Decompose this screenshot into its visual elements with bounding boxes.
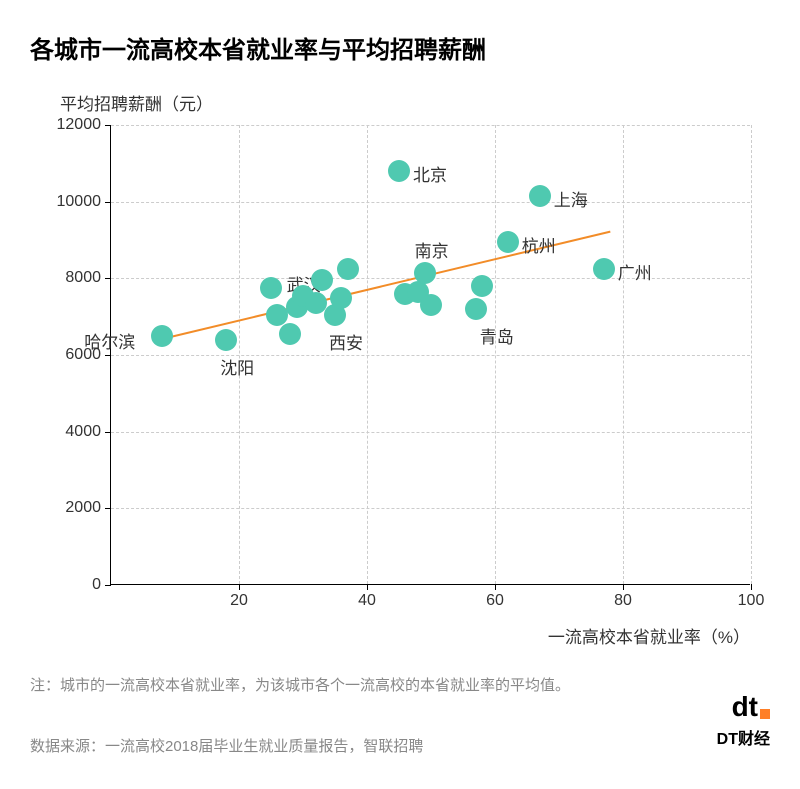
x-tick-label: 40 xyxy=(358,592,376,610)
y-tick-mark xyxy=(105,202,111,203)
gridline-vertical xyxy=(623,125,624,584)
y-tick-label: 0 xyxy=(92,576,101,594)
scatter-point xyxy=(215,329,237,351)
x-tick-mark xyxy=(623,584,624,590)
x-tick-mark xyxy=(751,584,752,590)
point-label: 南京 xyxy=(415,237,449,262)
gridline-horizontal xyxy=(111,432,750,433)
source-text: 数据来源：一流高校2018届毕业生就业质量报告，智联招聘 xyxy=(30,735,423,756)
scatter-point xyxy=(593,258,615,280)
y-tick-label: 10000 xyxy=(57,193,102,211)
scatter-point xyxy=(330,287,352,309)
scatter-point xyxy=(260,277,282,299)
gridline-horizontal xyxy=(111,125,750,126)
y-tick-label: 2000 xyxy=(65,499,101,517)
chart-title: 各城市一流高校本省就业率与平均招聘薪酬 xyxy=(30,30,486,65)
y-tick-label: 4000 xyxy=(65,423,101,441)
point-label: 青岛 xyxy=(480,323,514,348)
logo-accent-icon xyxy=(760,709,770,719)
x-tick-label: 20 xyxy=(230,592,248,610)
x-tick-label: 100 xyxy=(738,592,765,610)
y-tick-mark xyxy=(105,432,111,433)
point-label: 哈尔滨 xyxy=(84,328,135,353)
gridline-horizontal xyxy=(111,202,750,203)
scatter-point xyxy=(151,325,173,347)
scatter-point xyxy=(388,160,410,182)
x-tick-label: 60 xyxy=(486,592,504,610)
gridline-horizontal xyxy=(111,355,750,356)
x-tick-mark xyxy=(239,584,240,590)
y-tick-label: 12000 xyxy=(57,116,102,134)
y-tick-mark xyxy=(105,585,111,586)
scatter-point xyxy=(414,262,436,284)
scatter-point xyxy=(279,323,301,345)
y-tick-mark xyxy=(105,125,111,126)
point-label: 上海 xyxy=(554,186,588,211)
point-label: 北京 xyxy=(413,161,447,186)
x-tick-mark xyxy=(367,584,368,590)
point-label: 杭州 xyxy=(522,232,556,257)
gridline-vertical xyxy=(367,125,368,584)
scatter-point xyxy=(337,258,359,280)
logo: dt DT财经 xyxy=(717,691,770,749)
y-tick-mark xyxy=(105,278,111,279)
y-axis-label: 平均招聘薪酬（元） xyxy=(60,90,213,115)
x-axis-label: 一流高校本省就业率（%） xyxy=(548,623,750,648)
logo-mark: dt xyxy=(732,691,758,723)
gridline-vertical xyxy=(751,125,752,584)
y-tick-mark xyxy=(105,355,111,356)
x-tick-mark xyxy=(495,584,496,590)
gridline-vertical xyxy=(495,125,496,584)
point-label: 沈阳 xyxy=(220,354,254,379)
point-label: 西安 xyxy=(329,329,363,354)
gridline-horizontal xyxy=(111,508,750,509)
y-tick-mark xyxy=(105,508,111,509)
scatter-point xyxy=(311,269,333,291)
scatter-point xyxy=(420,294,442,316)
scatter-point xyxy=(529,185,551,207)
footnote-text: 注：城市的一流高校本省就业率，为该城市各个一流高校的本省就业率的平均值。 xyxy=(30,675,570,698)
scatter-point xyxy=(497,231,519,253)
y-tick-label: 8000 xyxy=(65,269,101,287)
scatter-point xyxy=(465,298,487,320)
logo-text: DT财经 xyxy=(717,725,770,749)
point-label: 广州 xyxy=(618,259,652,284)
x-tick-label: 80 xyxy=(614,592,632,610)
scatter-point xyxy=(471,275,493,297)
plot-area: 02000400060008000100001200020406080100哈尔… xyxy=(110,125,750,585)
